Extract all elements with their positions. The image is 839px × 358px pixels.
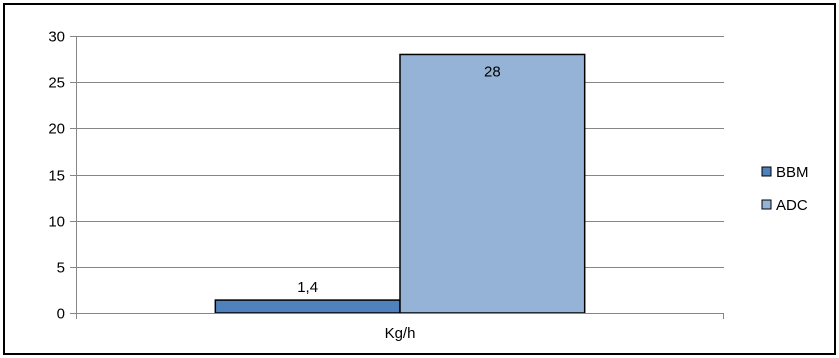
y-tick-label-30: 30 bbox=[48, 29, 65, 46]
bars bbox=[214, 53, 586, 314]
x-tick-label: Kg/h bbox=[385, 325, 416, 342]
data-label-bbm: 1,4 bbox=[297, 279, 318, 296]
y-tick-label-0: 0 bbox=[57, 306, 65, 323]
y-tick-label-15: 15 bbox=[48, 168, 65, 185]
legend-label-bbm: BBM bbox=[776, 164, 809, 181]
legend-swatch-adc bbox=[761, 199, 772, 210]
y-tick-label-20: 20 bbox=[48, 121, 65, 138]
bar-bbm bbox=[214, 299, 401, 314]
y-tick-label-5: 5 bbox=[57, 260, 65, 277]
axes bbox=[70, 36, 724, 319]
data-label-adc: 28 bbox=[484, 63, 501, 80]
y-tick-label-10: 10 bbox=[48, 214, 65, 231]
legend-swatch-bbm bbox=[761, 166, 772, 177]
y-tick-label-25: 25 bbox=[48, 75, 65, 92]
labels: 0 5 10 15 20 25 30 1,4 28 Kg/h bbox=[48, 29, 500, 343]
legend: BBM ADC bbox=[761, 164, 809, 214]
bar-adc bbox=[399, 53, 586, 314]
legend-label-adc: ADC bbox=[776, 197, 808, 214]
